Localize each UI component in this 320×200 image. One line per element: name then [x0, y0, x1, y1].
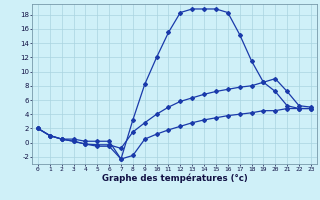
X-axis label: Graphe des températures (°c): Graphe des températures (°c) [101, 173, 247, 183]
